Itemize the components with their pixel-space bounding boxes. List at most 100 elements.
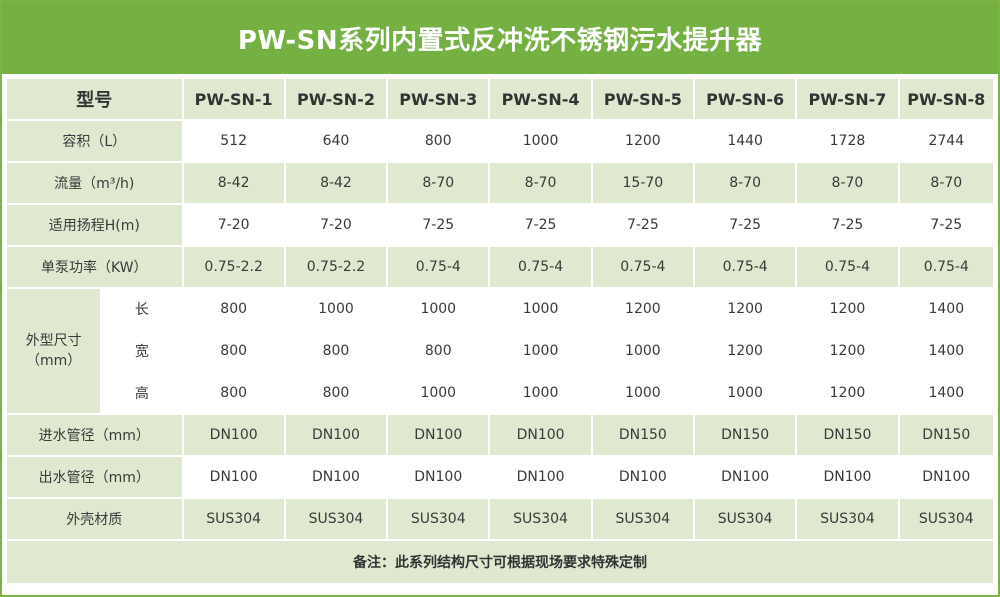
table-cell: DN100: [797, 457, 898, 497]
model-header-label: 型号: [7, 79, 182, 119]
table-cell: 1200: [592, 289, 693, 329]
table-cell: 7-25: [899, 205, 993, 245]
table-cell: 0.75-4: [592, 247, 693, 287]
dimensions-label-line1: 外型尺寸: [25, 333, 82, 349]
row-label: 流量（m³/h): [7, 163, 182, 203]
model-name: PW-SN-6: [695, 79, 796, 119]
table-cell: 1200: [695, 331, 796, 371]
table-cell: DN100: [695, 457, 796, 497]
table-cell: 7-25: [695, 205, 796, 245]
table-cell: SUS304: [695, 499, 796, 539]
sub-row-label: 宽: [102, 331, 182, 371]
table-cell: DN100: [490, 457, 591, 497]
table-cell: SUS304: [388, 499, 489, 539]
table-cell: SUS304: [797, 499, 898, 539]
row-label: 适用扬程H(m): [7, 205, 182, 245]
table-cell: 1400: [899, 289, 993, 329]
table-cell: DN100: [490, 415, 591, 455]
table-cell: SUS304: [490, 499, 591, 539]
table-cell: 0.75-4: [490, 247, 591, 287]
table-cell: 15-70: [592, 163, 693, 203]
table-cell: 1200: [797, 331, 898, 371]
table-row-width: 宽 800 800 800 1000 1000 1200 1200 1400: [7, 331, 993, 371]
sub-row-label: 高: [102, 373, 182, 413]
model-name: PW-SN-2: [285, 79, 387, 119]
dimensions-label: 外型尺寸 （mm）: [7, 289, 101, 413]
table-cell: DN100: [388, 415, 489, 455]
table-cell: 800: [183, 373, 284, 413]
table-cell: 8-70: [490, 163, 591, 203]
table-cell: 1200: [797, 289, 898, 329]
table-row-power: 单泵功率（KW） 0.75-2.2 0.75-2.2 0.75-4 0.75-4…: [7, 247, 993, 287]
table-row-head: 适用扬程H(m) 7-20 7-20 7-25 7-25 7-25 7-25 7…: [7, 205, 993, 245]
table-cell: 7-20: [285, 205, 387, 245]
table-cell: DN100: [183, 457, 284, 497]
table-cell: 1728: [797, 121, 898, 161]
row-label: 容积（L）: [7, 121, 182, 161]
table-cell: 0.75-4: [695, 247, 796, 287]
dimensions-label-line2: （mm）: [26, 353, 82, 369]
table-cell: 0.75-4: [797, 247, 898, 287]
table-cell: DN100: [183, 415, 284, 455]
page-title: PW-SN系列内置式反冲洗不锈钢污水提升器: [2, 2, 998, 74]
sub-row-label: 长: [102, 289, 182, 329]
model-name: PW-SN-4: [490, 79, 591, 119]
table-row-length: 外型尺寸 （mm） 长 800 1000 1000 1000 1200 1200…: [7, 289, 993, 413]
table-cell: 800: [285, 331, 387, 371]
table-cell: 1000: [388, 373, 489, 413]
row-label: 单泵功率（KW）: [7, 247, 182, 287]
table-row-flow: 流量（m³/h) 8-42 8-42 8-70 8-70 15-70 8-70 …: [7, 163, 993, 203]
table-cell: SUS304: [592, 499, 693, 539]
table-cell: 8-70: [899, 163, 993, 203]
footnote: 备注：此系列结构尺寸可根据现场要求特殊定制: [7, 541, 993, 583]
table-cell: 7-25: [388, 205, 489, 245]
model-name: PW-SN-7: [797, 79, 898, 119]
table-cell: 1400: [899, 331, 993, 371]
table-cell: 1000: [490, 289, 591, 329]
table-cell: 1000: [592, 373, 693, 413]
table-cell: SUS304: [183, 499, 284, 539]
model-name: PW-SN-3: [388, 79, 489, 119]
table-cell: 8-42: [285, 163, 387, 203]
table-cell: SUS304: [285, 499, 387, 539]
table-cell: 7-25: [797, 205, 898, 245]
table-row-inlet: 进水管径（mm） DN100 DN100 DN100 DN100 DN150 D…: [7, 415, 993, 455]
table-row-material: 外壳材质 SUS304 SUS304 SUS304 SUS304 SUS304 …: [7, 499, 993, 539]
table-cell: DN100: [899, 457, 993, 497]
table-cell: 1000: [490, 373, 591, 413]
row-label: 出水管径（mm）: [7, 457, 182, 497]
table-cell: 7-25: [592, 205, 693, 245]
table-cell: 800: [183, 331, 284, 371]
table-cell: 1000: [490, 331, 591, 371]
table-cell: DN100: [285, 415, 387, 455]
table-cell: 800: [388, 331, 489, 371]
table-row-height: 高 800 800 1000 1000 1000 1000 1200 1400: [7, 373, 993, 413]
table-cell: 1000: [592, 331, 693, 371]
table-cell: 800: [183, 289, 284, 329]
table-cell: 7-25: [490, 205, 591, 245]
note-row: 备注：此系列结构尺寸可根据现场要求特殊定制: [7, 541, 993, 583]
table-cell: 1400: [899, 373, 993, 413]
table-cell: 0.75-2.2: [183, 247, 284, 287]
row-label: 外壳材质: [7, 499, 182, 539]
table-cell: 1000: [285, 289, 387, 329]
table-cell: 0.75-4: [899, 247, 993, 287]
table-cell: 0.75-4: [388, 247, 489, 287]
table-cell: 800: [285, 373, 387, 413]
table-cell: 1000: [388, 289, 489, 329]
table-cell: DN100: [592, 457, 693, 497]
model-name: PW-SN-1: [183, 79, 284, 119]
table-cell: 7-20: [183, 205, 284, 245]
table-cell: 1000: [695, 373, 796, 413]
model-name: PW-SN-8: [899, 79, 993, 119]
table-cell: DN100: [285, 457, 387, 497]
table-cell: 1440: [695, 121, 796, 161]
table-cell: 0.75-2.2: [285, 247, 387, 287]
table-cell: 8-70: [695, 163, 796, 203]
table-cell: DN150: [899, 415, 993, 455]
spec-table: 型号 PW-SN-1 PW-SN-2 PW-SN-3 PW-SN-4 PW-SN…: [5, 77, 995, 585]
table-cell: 1200: [695, 289, 796, 329]
table-cell: 1200: [797, 373, 898, 413]
table-cell: 512: [183, 121, 284, 161]
